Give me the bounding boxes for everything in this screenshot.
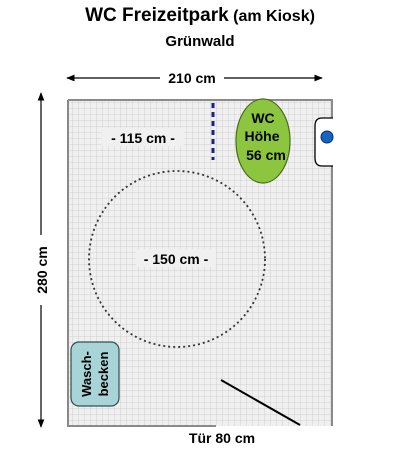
wc-label: WC xyxy=(251,110,274,126)
width-label: 210 cm xyxy=(168,70,215,86)
turning-circle-label: - 150 cm - xyxy=(144,251,209,267)
wc-height-label: Höhe xyxy=(245,128,280,144)
wc-height-value: 56 cm xyxy=(246,147,286,163)
turning-circle xyxy=(88,170,266,348)
depth-label: 280 cm xyxy=(34,246,50,293)
page-title: WC Freizeitpark (am Kiosk) xyxy=(85,5,315,26)
flush-button-icon xyxy=(320,130,334,144)
sink-label-line2: becken xyxy=(96,352,111,397)
sink xyxy=(70,341,120,407)
door-width-label: Tür 80 cm xyxy=(189,430,255,446)
sink-label-line1: Wasch- xyxy=(79,351,94,397)
room-wall xyxy=(68,99,333,426)
page-subtitle: Grünwald xyxy=(165,33,235,50)
wc-toilet xyxy=(235,98,291,184)
door-leaf xyxy=(220,379,301,426)
clearance-label: - 115 cm - xyxy=(111,130,175,146)
